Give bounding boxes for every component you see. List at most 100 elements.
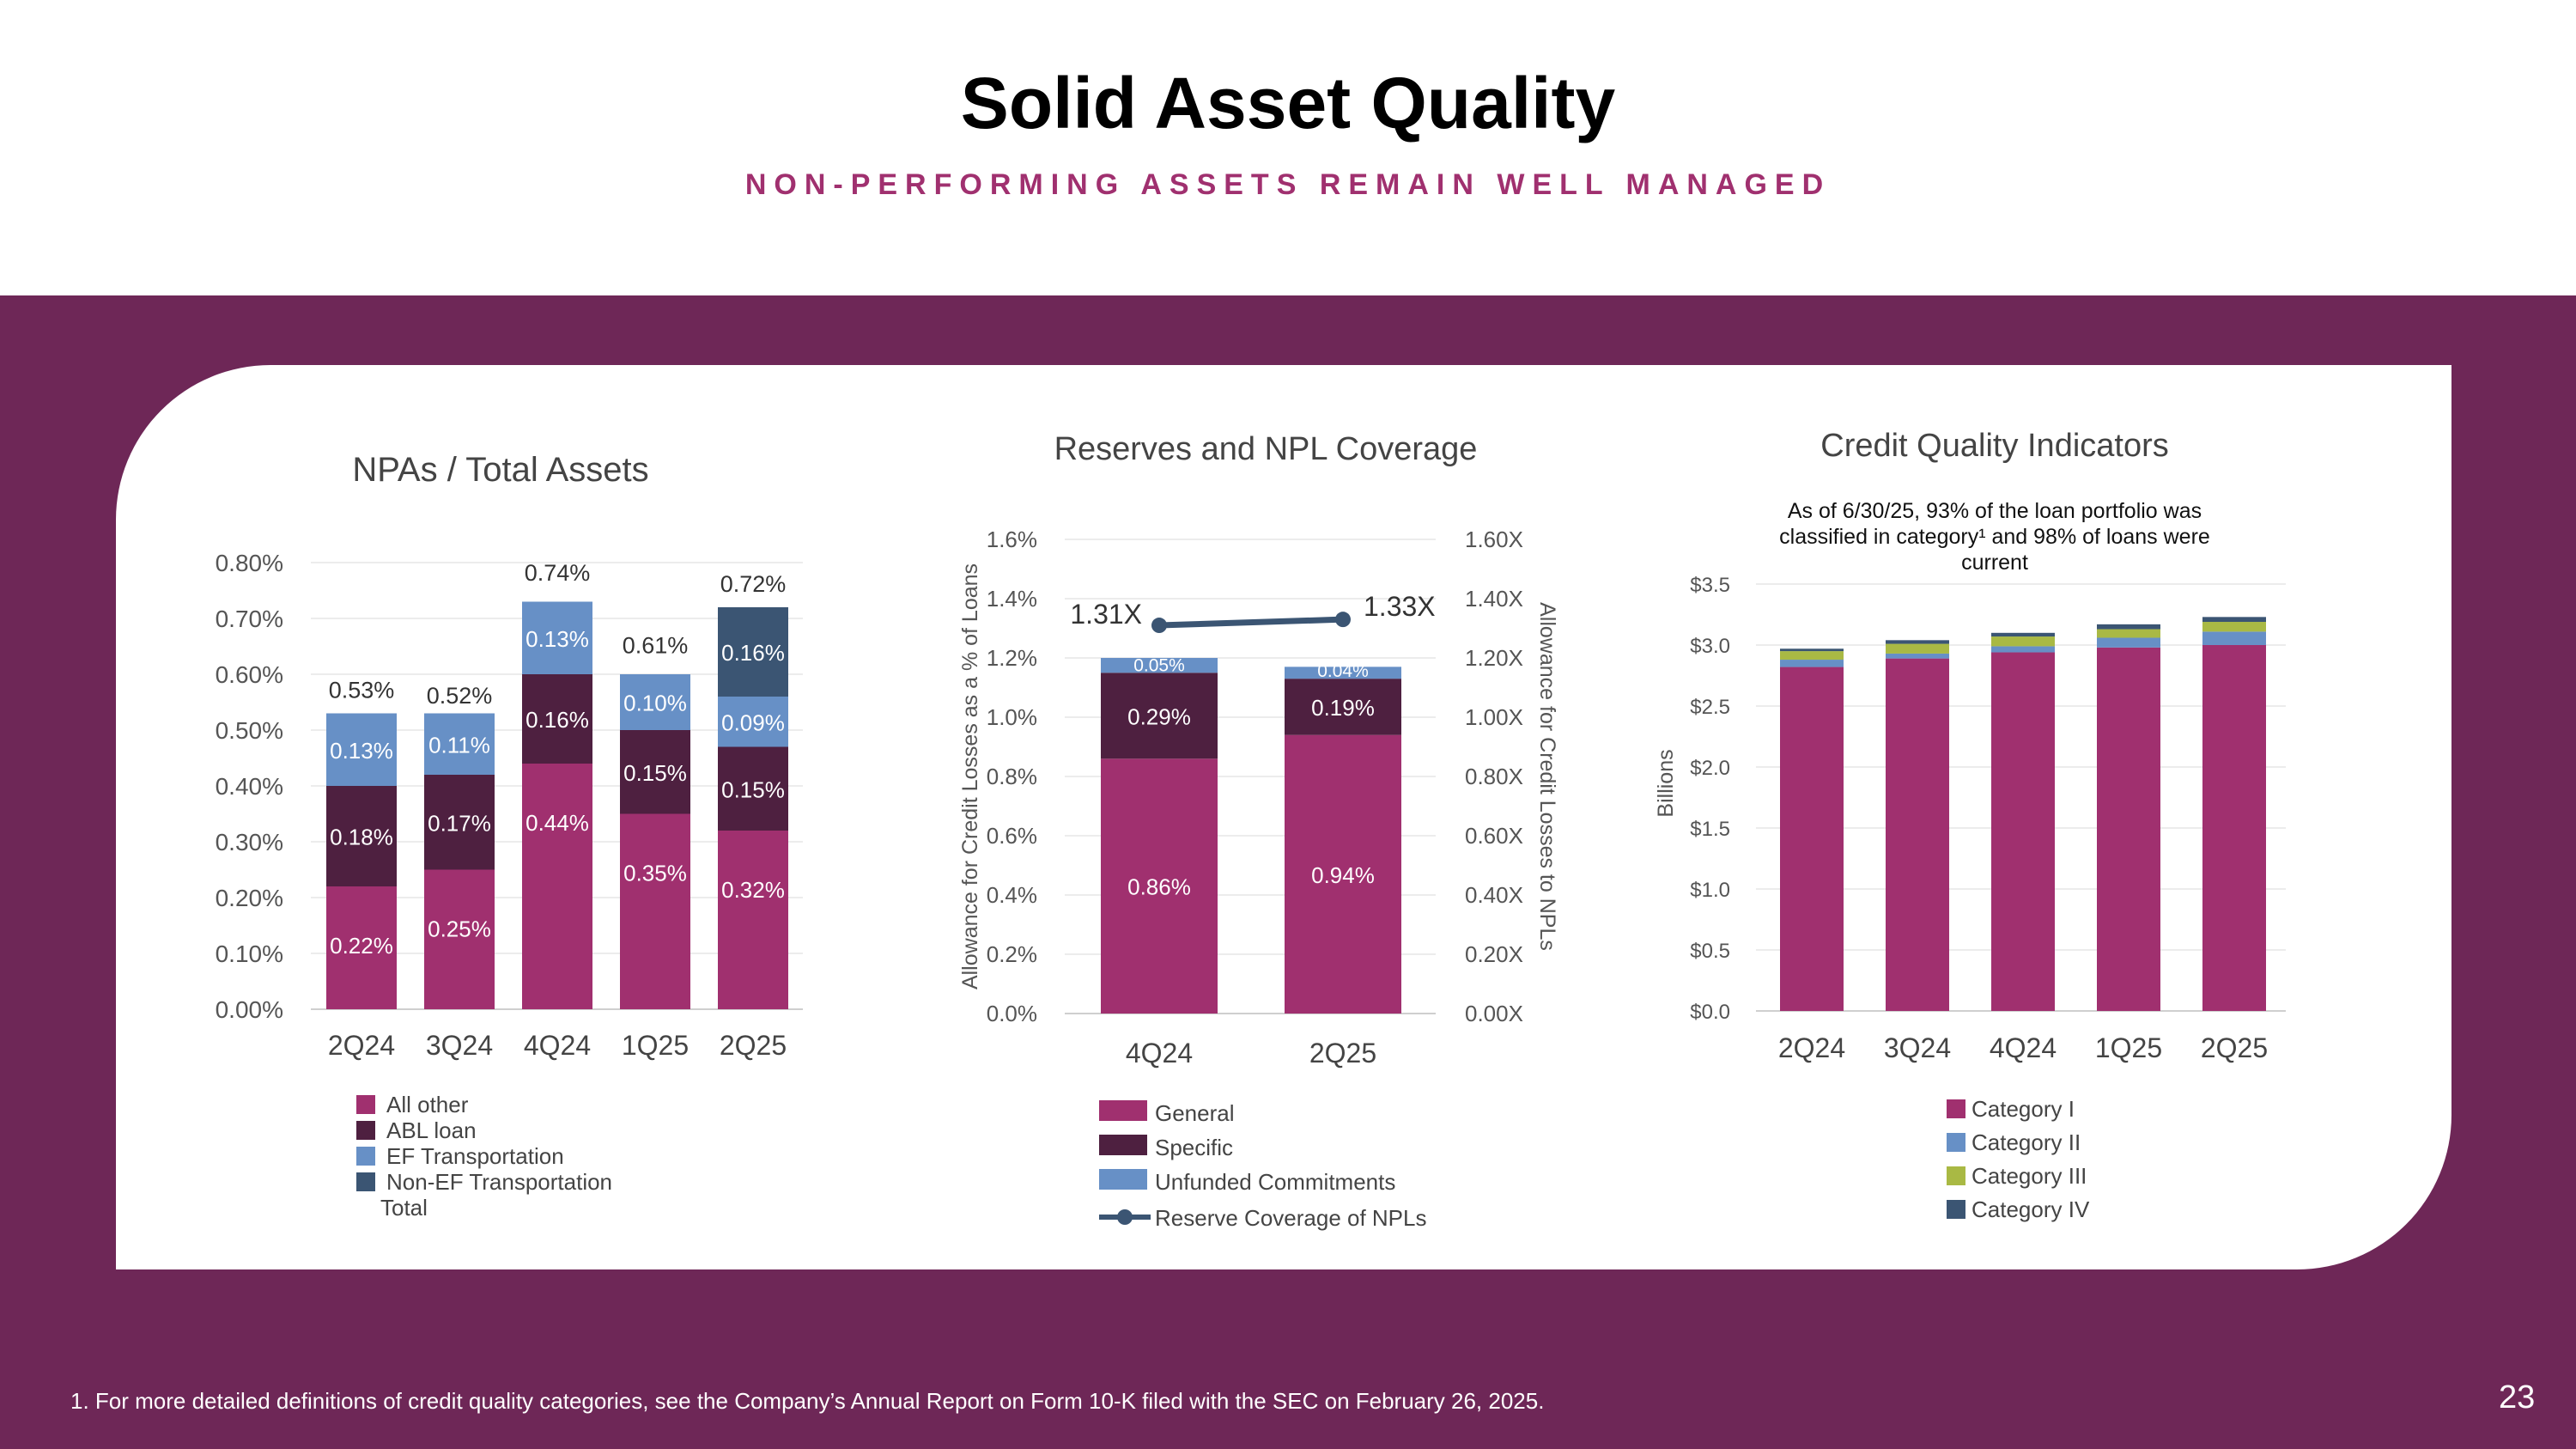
cqi-x-tick-label: 2Q24 — [1778, 1032, 1845, 1063]
npa-data-label: 0.11% — [428, 732, 490, 758]
reserves-data-label: 0.29% — [1127, 703, 1191, 729]
cqi-legend-item-category-ii: Category II — [1971, 1129, 2081, 1155]
npa-data-label: 0.35% — [623, 861, 687, 886]
npa-y-tick-label: 0.70% — [216, 606, 283, 632]
npa-bar-abl-loan-2q25 — [718, 746, 788, 831]
cqi-annotation-line: classified in category¹ and 98% of loans… — [1779, 525, 2210, 549]
cqi-bar-category-i-2q24 — [1780, 667, 1844, 1011]
npa-legend-swatch — [356, 1121, 375, 1140]
npa-bar-all-other-4q24 — [522, 764, 592, 1009]
npa-legend-item-abl-loan: ABL loan — [386, 1117, 477, 1143]
cqi-bar-category-iv-2q25 — [2202, 617, 2266, 623]
reserves-bar-general-2q25 — [1285, 734, 1401, 1014]
cqi-bar-category-iv-2q24 — [1780, 648, 1844, 652]
npa-data-label: 0.16% — [526, 707, 589, 733]
npa-data-label: 0.10% — [623, 691, 687, 716]
npa-bar-ef-transportation-2q24 — [326, 713, 397, 786]
cqi-bar-category-iii-4q24 — [1991, 636, 2055, 647]
npa-x-tick-label: 1Q25 — [622, 1030, 689, 1061]
coverage-point-4q24 — [1151, 618, 1167, 634]
reserves-y-right-tick-label: 1.20X — [1465, 645, 1523, 671]
cqi-bar-category-i-4q24 — [1991, 652, 2055, 1011]
reserves-legend-item-general: General — [1155, 1100, 1235, 1126]
coverage-data-label: 1.31X — [1070, 599, 1142, 630]
npa-legend-swatch — [356, 1095, 375, 1114]
cqi-legend-swatch — [1947, 1200, 1965, 1219]
npa-y-tick-label: 0.00% — [216, 996, 283, 1023]
npa-legend-swatch — [356, 1147, 375, 1166]
reserves-y-right-tick-label: 0.60X — [1465, 823, 1523, 849]
npa-x-tick-label: 4Q24 — [524, 1030, 591, 1061]
cqi-y-tick-label: $0.5 — [1690, 940, 1730, 963]
cqi-bar-category-iii-2q24 — [1780, 651, 1844, 661]
coverage-point-2q25 — [1335, 612, 1351, 628]
cqi-y-tick-label: $2.5 — [1690, 696, 1730, 719]
cqi-x-tick-label: 1Q25 — [2095, 1032, 2162, 1063]
cqi-y-tick-label: $3.0 — [1690, 635, 1730, 658]
reserves-y-right-tick-label: 0.80X — [1465, 764, 1523, 789]
npa-bar-abl-loan-2q24 — [326, 786, 397, 886]
npa-bar-abl-loan-4q24 — [522, 674, 592, 764]
cqi-bar-category-iii-1q25 — [2097, 629, 2160, 638]
reserves-bar-general-4q24 — [1101, 758, 1218, 1014]
coverage-data-label: 1.33X — [1364, 591, 1436, 622]
cqi-y-tick-label: $1.0 — [1690, 879, 1730, 902]
cqi-bar-category-iii-2q25 — [2202, 622, 2266, 632]
npa-total-label: 0.52% — [427, 683, 493, 709]
npa-data-label: 0.44% — [526, 810, 589, 836]
reserves-legend-item-reserve-coverage-of-npls: Reserve Coverage of NPLs — [1155, 1205, 1426, 1231]
cqi-legend-swatch — [1947, 1099, 1965, 1118]
coverage-line — [1158, 616, 1344, 629]
cqi-chart-title: Credit Quality Indicators — [1820, 428, 2169, 464]
reserves-legend-item-unfunded-commitments: Unfunded Commitments — [1155, 1169, 1395, 1195]
cqi-bar-category-ii-4q24 — [1991, 646, 2055, 653]
npa-bar-all-other-1q25 — [620, 813, 690, 1009]
reserves-y-right-axis-label: Allowance for Credit Losses to NPLs — [1535, 602, 1559, 951]
npa-y-tick-label: 0.80% — [216, 550, 283, 576]
npa-data-label: 0.15% — [721, 776, 785, 802]
npa-legend-swatch — [356, 1172, 375, 1191]
npa-data-label: 0.13% — [330, 738, 393, 764]
npa-bar-all-other-3q24 — [424, 869, 495, 1009]
reserves-y-axis-label: Allowance for Credit Losses as a % of Lo… — [958, 563, 982, 989]
cqi-bar-category-i-3q24 — [1886, 658, 1949, 1011]
cqi-bar-category-iv-4q24 — [1991, 632, 2055, 637]
reserves-data-label: 0.05% — [1133, 655, 1185, 675]
cqi-bar-category-ii-1q25 — [2097, 637, 2160, 648]
reserves-data-label: 0.19% — [1311, 695, 1375, 721]
reserves-legend-swatch — [1099, 1135, 1147, 1155]
page-number: 23 — [2499, 1379, 2536, 1416]
reserves-bar-unfunded-commitments-2q25 — [1285, 667, 1401, 679]
npa-x-tick-label: 2Q24 — [328, 1030, 395, 1061]
npa-chart-title: NPAs / Total Assets — [352, 451, 648, 489]
npa-data-label: 0.16% — [721, 640, 785, 666]
reserves-data-label: 0.94% — [1311, 862, 1375, 888]
reserves-legend-swatch — [1099, 1169, 1147, 1190]
npa-data-label: 0.22% — [330, 933, 393, 959]
cqi-annotation-line: As of 6/30/25, 93% of the loan portfolio… — [1788, 499, 2202, 523]
page-title: Solid Asset Quality — [960, 63, 1616, 143]
reserves-y-right-tick-label: 0.00X — [1465, 1001, 1523, 1026]
npa-data-label: 0.09% — [721, 709, 785, 735]
npa-bar-ef-transportation-2q25 — [718, 697, 788, 747]
reserves-y-tick-label: 1.0% — [987, 704, 1037, 730]
reserves-legend-item-specific: Specific — [1155, 1135, 1233, 1160]
npa-y-tick-label: 0.50% — [216, 717, 283, 744]
npa-legend-item-non-ef-transportation: Non-EF Transportation — [386, 1169, 612, 1195]
cqi-bar-category-iv-1q25 — [2097, 624, 2160, 630]
reserves-y-tick-label: 1.2% — [987, 645, 1037, 671]
reserves-x-tick-label: 4Q24 — [1126, 1038, 1193, 1068]
reserves-y-right-tick-label: 1.60X — [1465, 527, 1523, 552]
npa-data-label: 0.32% — [721, 877, 785, 903]
reserves-bar-unfunded-commitments-4q24 — [1101, 658, 1218, 673]
cqi-x-tick-label: 3Q24 — [1884, 1032, 1951, 1063]
reserves-y-tick-label: 0.8% — [987, 764, 1037, 789]
reserves-data-label: 0.04% — [1317, 661, 1369, 681]
cqi-x-tick-label: 2Q25 — [2201, 1032, 2268, 1063]
cqi-bar-category-iii-3q24 — [1886, 643, 1949, 654]
charts-card — [116, 365, 2451, 1269]
cqi-legend-swatch — [1947, 1166, 1965, 1185]
npa-bar-ef-transportation-1q25 — [620, 674, 690, 730]
cqi-annotation-line: current — [1961, 551, 2028, 575]
